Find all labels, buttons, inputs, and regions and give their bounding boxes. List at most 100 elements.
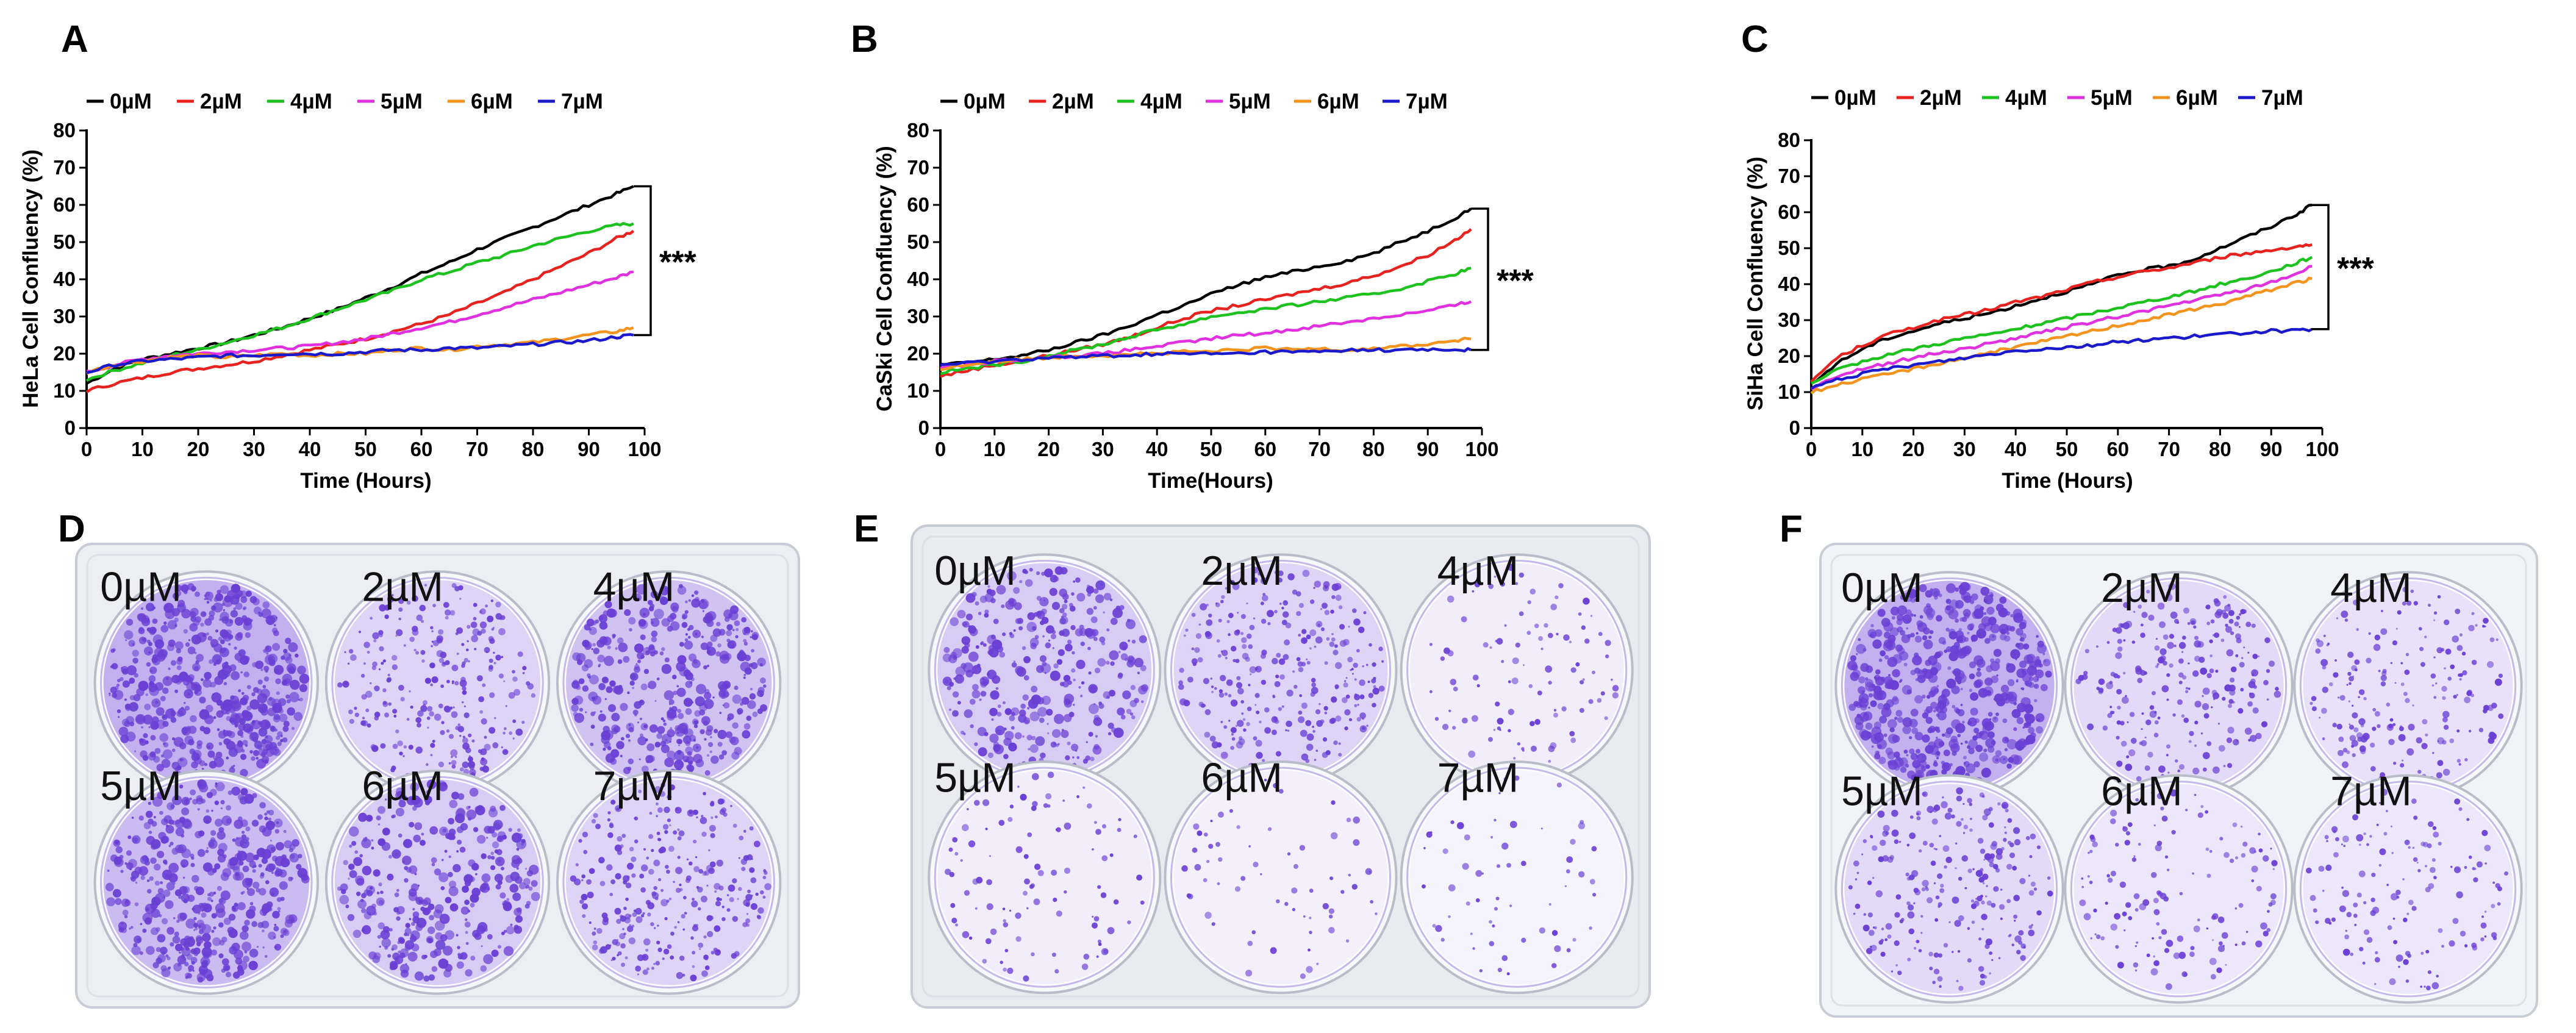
colony — [377, 922, 385, 929]
colony — [639, 873, 645, 879]
colony — [625, 897, 629, 901]
colony — [1871, 745, 1874, 748]
colony — [691, 594, 695, 597]
colony — [456, 850, 459, 853]
colony — [2047, 876, 2051, 880]
colony — [2215, 670, 2219, 673]
colony — [1228, 612, 1234, 618]
colony — [2342, 761, 2349, 768]
colony — [1283, 600, 1289, 606]
colony — [124, 698, 127, 701]
colony — [1506, 972, 1510, 976]
colony — [743, 674, 746, 676]
colony — [163, 896, 165, 899]
colony — [710, 817, 714, 819]
colony — [2020, 943, 2026, 949]
plot-lines — [85, 185, 635, 393]
colony — [1937, 711, 1947, 721]
colony — [1306, 660, 1311, 665]
colony — [2342, 748, 2348, 752]
colony — [467, 624, 471, 629]
colony — [2161, 929, 2167, 935]
colony — [2178, 642, 2186, 649]
colony — [1238, 738, 1245, 745]
colony — [755, 892, 759, 896]
colony — [144, 860, 150, 866]
colony — [157, 888, 164, 894]
colony — [710, 833, 715, 838]
colony — [129, 677, 135, 684]
colony — [971, 671, 975, 674]
colony — [467, 640, 469, 643]
colony — [525, 868, 528, 870]
colony — [257, 679, 263, 685]
colony — [1958, 915, 1964, 921]
colony — [1293, 863, 1298, 869]
colony — [692, 898, 695, 901]
colony — [286, 699, 291, 704]
colony — [2036, 635, 2039, 638]
colony — [1962, 721, 1965, 724]
colony — [2146, 590, 2150, 594]
colony — [1064, 822, 1072, 830]
colony — [704, 738, 707, 741]
colony — [1251, 930, 1256, 935]
colony — [2012, 865, 2017, 871]
colony — [2006, 663, 2016, 673]
colony — [2148, 614, 2155, 621]
colony — [1513, 757, 1516, 760]
colony — [395, 634, 398, 637]
colony — [2096, 645, 2098, 648]
colony — [505, 705, 507, 707]
colony — [699, 948, 701, 950]
colony — [661, 734, 672, 744]
colony — [1868, 693, 1873, 698]
colony — [2338, 736, 2344, 742]
colony — [1060, 567, 1068, 574]
colony — [363, 642, 370, 648]
colony — [1339, 640, 1347, 647]
colony — [124, 915, 128, 918]
colony — [2274, 690, 2281, 698]
colony — [682, 973, 685, 977]
colony — [639, 758, 641, 760]
colony — [271, 892, 275, 896]
colony — [2456, 645, 2463, 651]
colony — [673, 881, 675, 883]
colony — [1061, 604, 1068, 610]
colony — [1345, 677, 1348, 679]
colony — [194, 666, 199, 671]
colony — [1545, 665, 1553, 673]
colony — [1894, 912, 1900, 918]
colony — [1862, 839, 1867, 843]
colony — [262, 827, 272, 837]
colony — [255, 660, 264, 670]
colony — [1073, 678, 1076, 682]
colony — [387, 673, 390, 677]
colony — [1944, 731, 1952, 738]
colony — [1991, 675, 1998, 684]
colony — [211, 809, 213, 812]
colony — [160, 965, 167, 972]
colony — [206, 742, 214, 750]
colony — [752, 711, 758, 717]
colony — [2213, 766, 2220, 774]
colony — [1259, 720, 1262, 724]
colony — [190, 715, 197, 723]
colony — [692, 951, 696, 955]
colony — [1985, 738, 1995, 748]
colony — [1925, 590, 1933, 598]
colony — [270, 840, 272, 842]
colony — [1040, 663, 1051, 674]
colony — [1101, 641, 1106, 646]
colony — [481, 873, 491, 883]
colony — [1975, 898, 1978, 900]
colony — [201, 768, 204, 770]
colony — [1539, 927, 1545, 934]
colony — [2275, 687, 2279, 691]
colony — [656, 733, 663, 739]
colony — [1877, 739, 1887, 749]
colony — [968, 840, 976, 848]
colony — [617, 637, 624, 644]
colony — [1925, 659, 1931, 667]
